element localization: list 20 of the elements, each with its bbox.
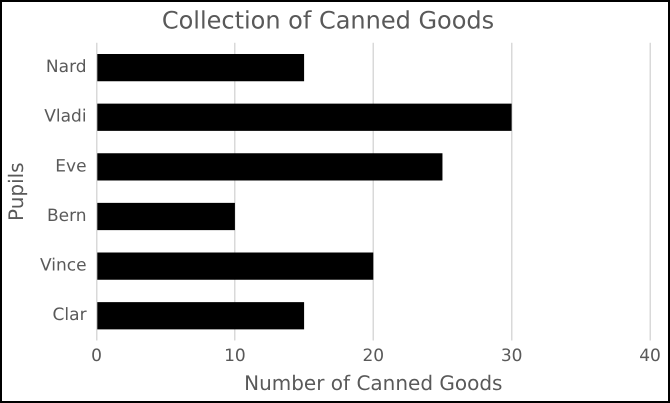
y-tick-label: Bern: [46, 206, 87, 226]
x-tick-label: 30: [500, 346, 522, 366]
x-axis-title: Number of Canned Goods: [244, 371, 502, 396]
y-tick-label: Nard: [46, 57, 87, 78]
x-tick-label: 10: [224, 346, 246, 366]
x-tick-label: 20: [362, 346, 384, 366]
y-tick-label: Eve: [55, 156, 87, 176]
bar: [97, 54, 304, 82]
bar: [97, 104, 512, 131]
x-tick-label: 40: [639, 346, 661, 366]
bar: [97, 153, 442, 181]
chart-title: Collection of Canned Goods: [162, 6, 494, 35]
y-tick-label: Vince: [40, 256, 87, 276]
bar: [97, 302, 304, 330]
y-tick-label: Clar: [52, 305, 87, 326]
x-tick-label: 0: [91, 346, 102, 366]
bar: [97, 252, 374, 280]
bar: [97, 202, 235, 230]
y-axis-title: Pupils: [4, 162, 28, 222]
y-tick-label: Vladi: [44, 106, 87, 127]
